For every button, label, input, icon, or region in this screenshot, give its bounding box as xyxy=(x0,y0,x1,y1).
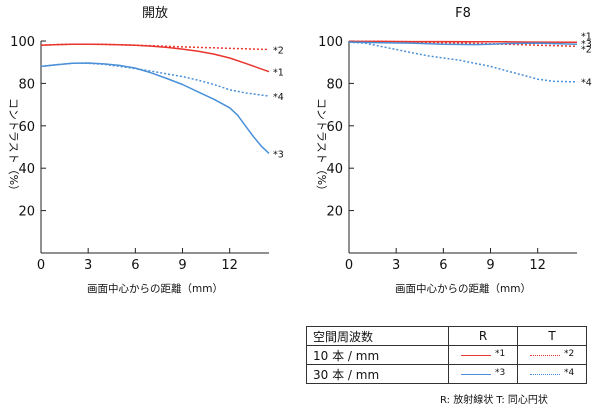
series-line xyxy=(40,62,270,97)
legend-swatch-r2: *3 xyxy=(448,364,518,384)
swatch-line xyxy=(530,354,560,356)
series-label: *1 xyxy=(581,32,592,43)
legend-col-r: R xyxy=(448,326,518,346)
x-tick-label: 12 xyxy=(221,258,238,273)
chart-1: 開放 20 40 60 80 100 0 3 6 9 12 画面中心からの距離（mm） コントラスト（%… xyxy=(7,6,284,295)
chart-title: 開放 xyxy=(142,6,168,21)
x-tick-label: 9 xyxy=(486,258,494,273)
legend-swatch-r1: *1 xyxy=(448,345,518,365)
legend-swatch-t2: *4 xyxy=(517,364,587,384)
series-label: *2 xyxy=(581,44,592,55)
series-line xyxy=(348,41,578,46)
x-axis-label: 画面中心からの距離（mm） xyxy=(395,282,531,295)
legend-row-30: 30 本 / mm *3 *4 xyxy=(306,364,587,384)
x-tick-label: 9 xyxy=(178,258,186,273)
swatch-number: *1 xyxy=(495,348,506,359)
x-tick-label: 6 xyxy=(131,258,139,273)
legend-row-label: 10 本 / mm xyxy=(306,345,449,365)
series-line xyxy=(40,43,270,51)
y-tick-label: 80 xyxy=(326,77,343,92)
y-tick-label: 60 xyxy=(326,120,343,135)
series-line xyxy=(40,62,270,154)
swatch-line xyxy=(530,373,560,375)
swatch-number: *2 xyxy=(564,348,575,359)
legend-row-label: 30 本 / mm xyxy=(306,364,449,384)
series-label: *3 xyxy=(273,149,284,160)
x-axis-label: 画面中心からの距離（mm） xyxy=(87,282,223,295)
y-tick-label: 40 xyxy=(326,162,343,177)
y-tick-label: 60 xyxy=(18,120,35,135)
series-line xyxy=(348,41,577,83)
legend-header: 空間周波数 xyxy=(306,326,449,346)
y-tick-label: 80 xyxy=(18,77,35,92)
x-tick-label: 3 xyxy=(84,258,92,273)
series-label: *4 xyxy=(581,78,592,89)
series-label: *2 xyxy=(273,45,284,56)
y-axis-label: コントラスト（%） xyxy=(7,98,20,196)
legend-col-t: T xyxy=(517,326,587,346)
chart-2: F8 20 40 60 80 100 0 3 6 9 12 画面中心からの距離（mm） コントラスト（%… xyxy=(315,6,592,295)
chart-title: F8 xyxy=(455,6,471,21)
y-tick-label: 20 xyxy=(18,205,35,220)
y-tick-label: 40 xyxy=(18,162,35,177)
series-label: *4 xyxy=(273,92,284,103)
x-tick-label: 0 xyxy=(345,258,353,273)
swatch-number: *3 xyxy=(495,367,506,378)
y-axis-label: コントラスト（%） xyxy=(315,98,328,196)
x-tick-label: 0 xyxy=(37,258,45,273)
y-tick-label: 20 xyxy=(326,205,343,220)
swatch-number: *4 xyxy=(564,367,575,378)
legend-row-10: 10 本 / mm *1 *2 xyxy=(306,345,587,365)
series-label: *3 xyxy=(581,39,592,50)
legend-table: 空間周波数 R T 10 本 / mm *1 *2 30 本 / mm *3 *… xyxy=(306,326,587,384)
y-tick-label: 100 xyxy=(318,35,343,50)
swatch-line xyxy=(461,373,491,375)
x-tick-label: 6 xyxy=(439,258,447,273)
series-label: *1 xyxy=(273,68,284,79)
legend-swatch-t1: *2 xyxy=(517,345,587,365)
footnote: R: 放射線状 T: 同心円状 xyxy=(440,395,548,406)
y-tick-label: 100 xyxy=(10,35,35,50)
x-tick-label: 3 xyxy=(392,258,400,273)
swatch-line xyxy=(461,354,491,356)
legend-header-row: 空間周波数 R T xyxy=(306,326,587,346)
series-line xyxy=(349,40,578,48)
x-tick-label: 12 xyxy=(529,258,546,273)
